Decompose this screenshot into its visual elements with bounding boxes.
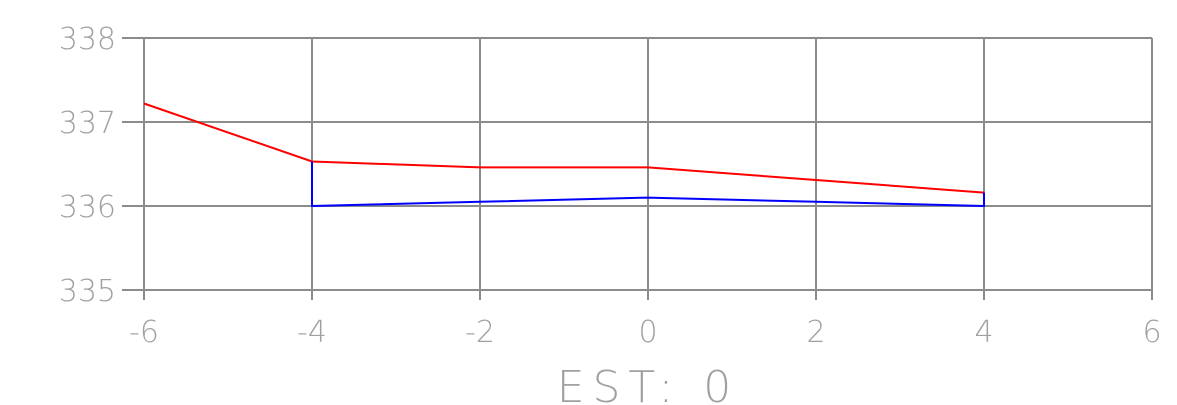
y-tick-label: 336 [59,190,116,225]
x-tick-label: -6 [129,315,159,350]
x-tick-label: -4 [297,315,327,350]
series-line-1 [311,161,985,208]
x-tick-label: 4 [974,315,993,350]
series-layer [143,102,985,208]
y-tick-label: 335 [59,274,116,309]
chart-caption: EST: 0 [557,362,740,405]
tick-labels: -6 -4 -2 0 2 4 6 335 336 337 338 [59,22,1162,350]
series-line-0 [143,102,985,194]
x-tick-label: 0 [638,315,657,350]
x-tick-label: -2 [465,315,495,350]
y-tick-label: 338 [59,22,116,57]
x-tick-label: 2 [806,315,825,350]
x-tick-label: 6 [1142,315,1161,350]
y-tick-label: 337 [59,106,116,141]
grid [122,37,1153,300]
